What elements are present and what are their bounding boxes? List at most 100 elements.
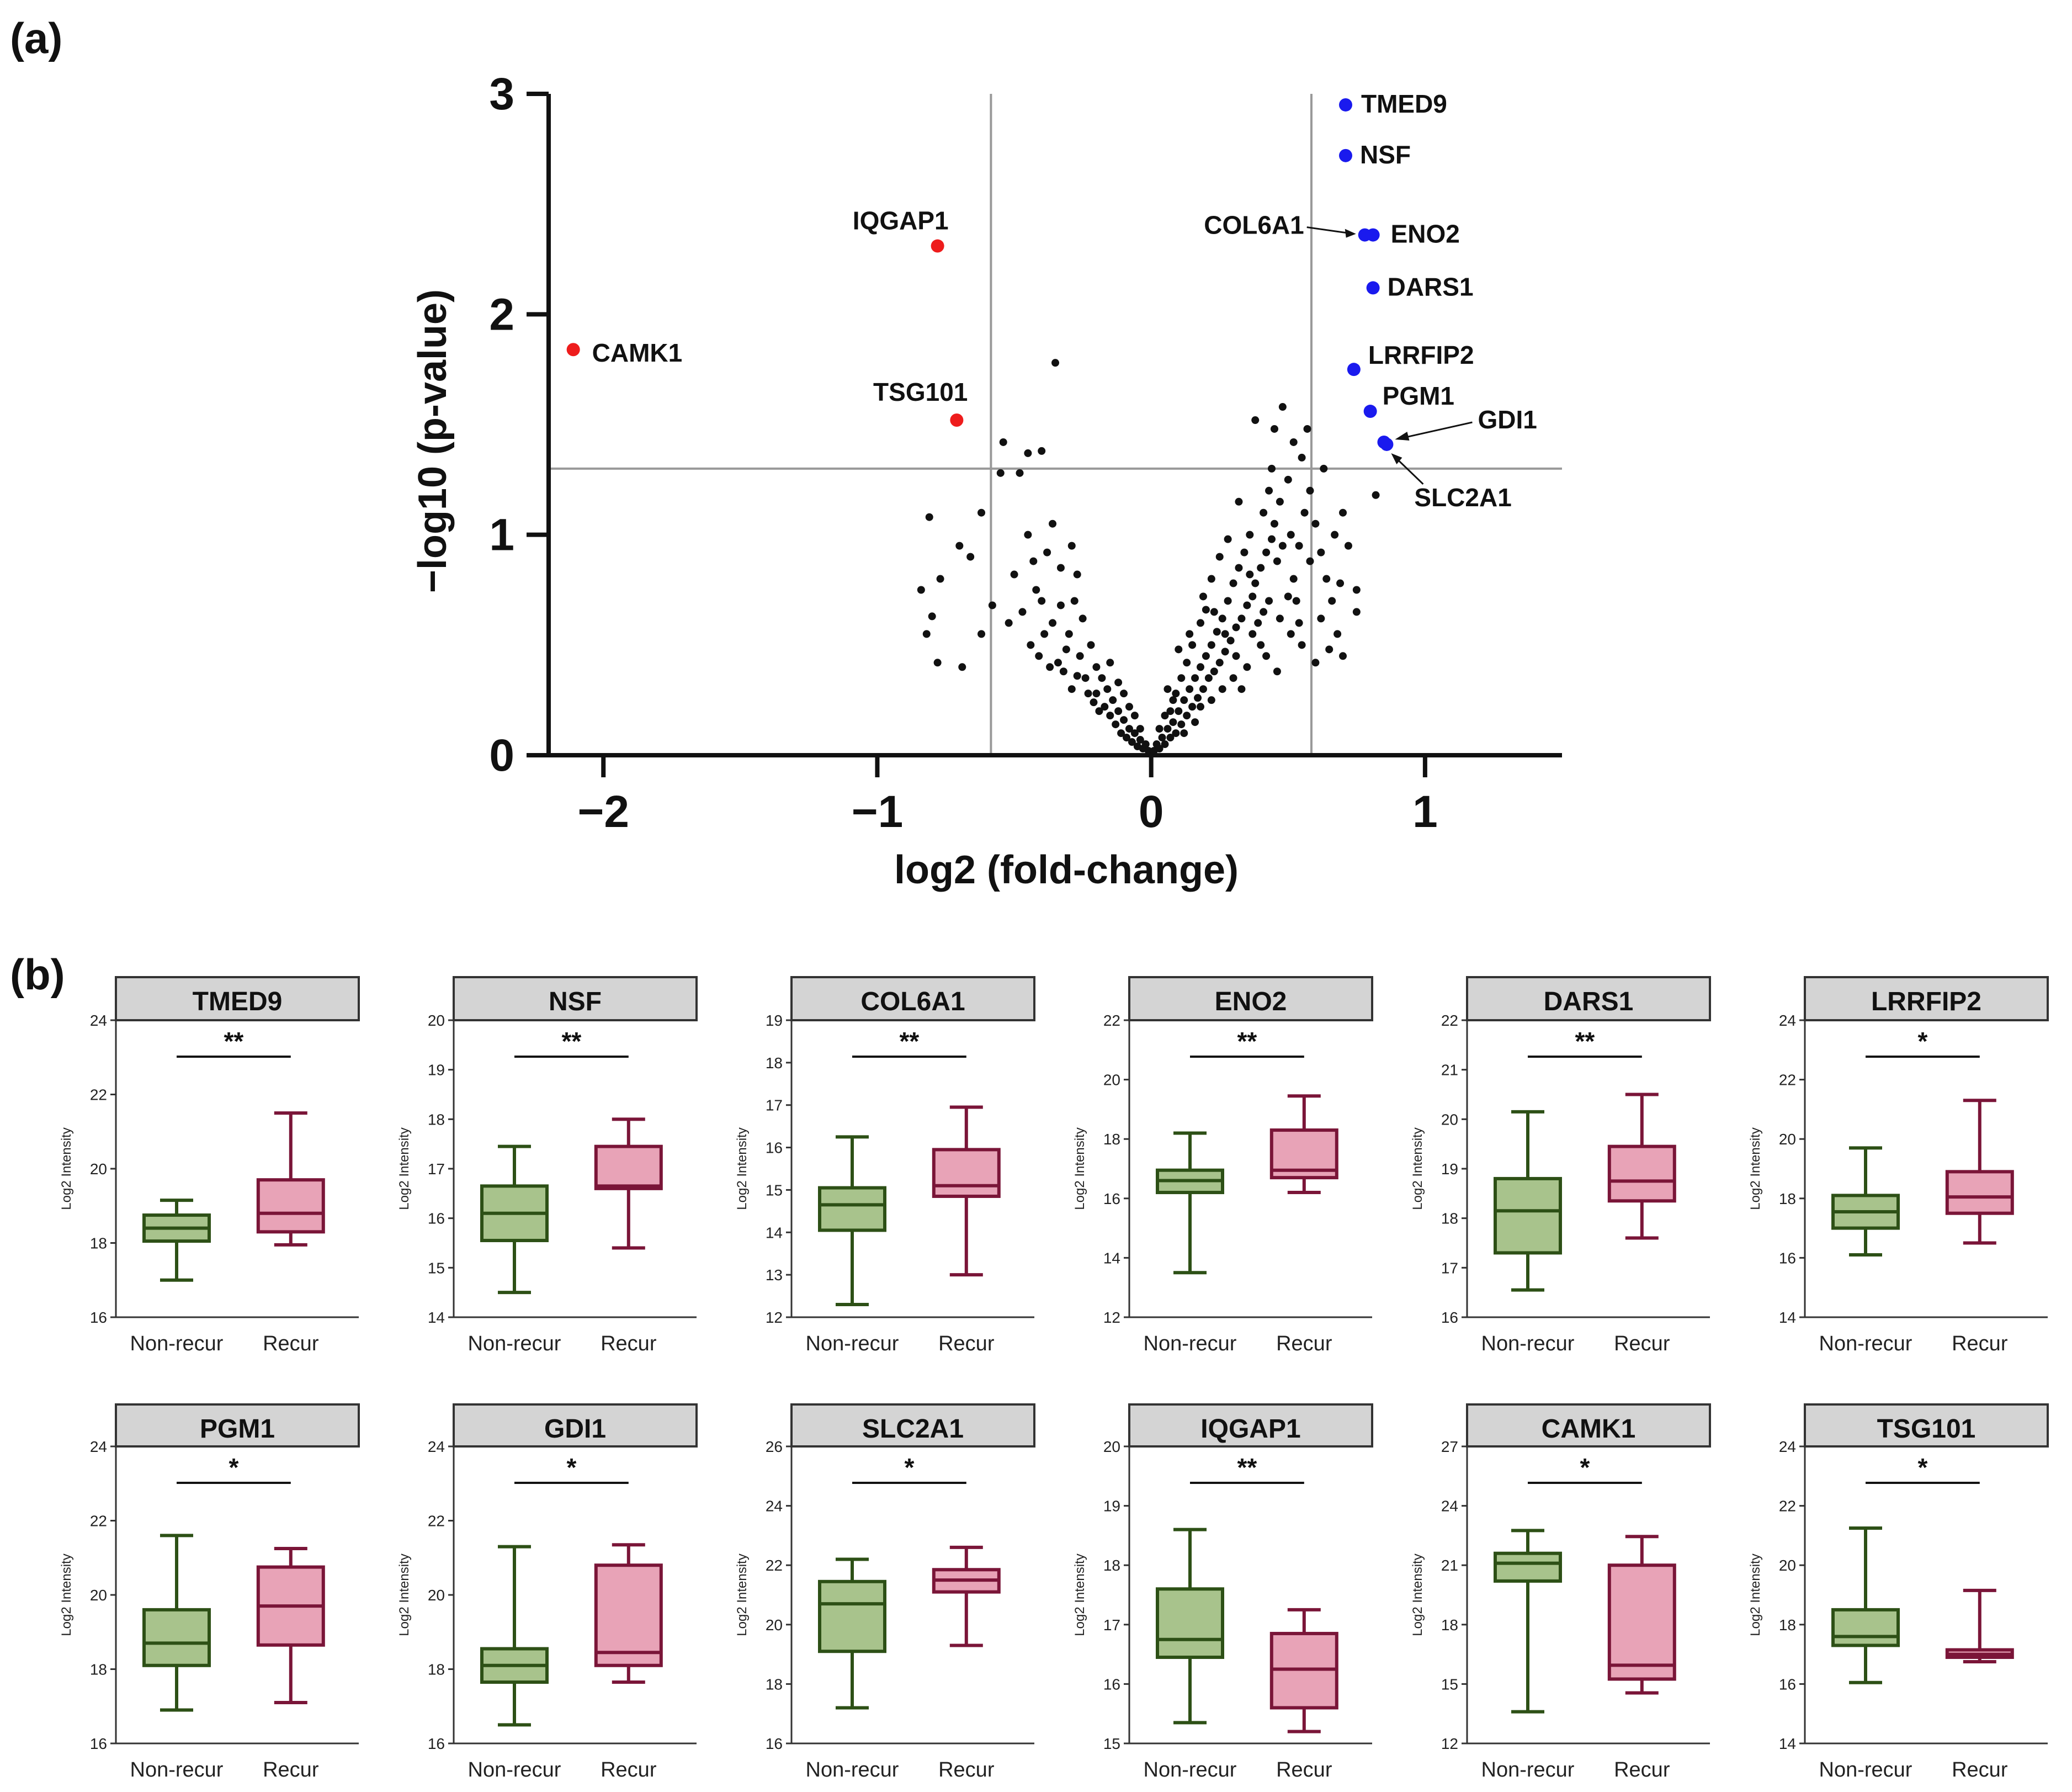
panel-header xyxy=(453,1403,698,1448)
y-tick-label: 24 xyxy=(1779,1012,1796,1029)
data-point xyxy=(1199,592,1207,601)
gene-label-pgm1: PGM1 xyxy=(1383,381,1454,410)
data-point xyxy=(1311,519,1320,528)
y-tick-label: 18 xyxy=(766,1054,783,1072)
data-point xyxy=(1016,469,1024,477)
arrow-gdi1 xyxy=(1398,421,1473,440)
data-point xyxy=(1024,531,1032,539)
x-category-label: Recur xyxy=(938,1758,995,1782)
y-axis-title: Log2 Intensity xyxy=(1410,1127,1425,1210)
highlight-point-camk1 xyxy=(566,343,580,357)
boxplot-panel-col6a1: COL6A1 12 13 14 15 16 17 18 19 Log2 Intensity Non-… xyxy=(735,976,1035,1355)
x-category-label: Recur xyxy=(1952,1332,2008,1355)
y-tick-label: 3 xyxy=(489,69,514,119)
box-nonrecur: Non-recur xyxy=(1819,1526,1912,1782)
data-point xyxy=(1352,586,1361,594)
iqr-box xyxy=(142,1608,211,1667)
box-nonrecur: Non-recur xyxy=(130,1534,224,1782)
panel-header xyxy=(115,1403,360,1448)
data-point xyxy=(1177,674,1186,682)
y-axis-title: Log2 Intensity xyxy=(1072,1554,1087,1636)
iqr-box xyxy=(818,1579,886,1653)
data-point xyxy=(1070,597,1078,605)
panel-header xyxy=(115,976,360,1021)
x-tick-label: 1 xyxy=(1412,787,1438,837)
y-tick-label: 18 xyxy=(1103,1131,1120,1148)
panel-header xyxy=(1128,976,1373,1021)
box-nonrecur: Non-recur xyxy=(1819,1146,1912,1355)
data-point xyxy=(1098,674,1106,682)
data-point xyxy=(1117,729,1125,738)
data-point xyxy=(1130,712,1139,720)
x-category-label: Recur xyxy=(1276,1332,1332,1355)
boxplot-panel-lrrfip2: LRRFIP2 14 16 18 20 22 24 Log2 Intensity Non-rec… xyxy=(1748,976,2049,1355)
y-tick-label: 20 xyxy=(1779,1557,1796,1574)
y-tick-label: 0 xyxy=(489,730,514,781)
iqr-box xyxy=(1607,1144,1676,1203)
data-point xyxy=(977,630,986,638)
data-point xyxy=(1218,685,1226,693)
y-tick-label: 19 xyxy=(428,1062,445,1079)
data-point xyxy=(1202,606,1210,614)
data-point xyxy=(1207,696,1215,704)
data-point xyxy=(1081,674,1090,682)
panel-header xyxy=(1128,1403,1373,1448)
highlight-point-tmed9 xyxy=(1338,98,1352,112)
y-tick-label: 17 xyxy=(1103,1616,1120,1634)
data-point xyxy=(1287,531,1295,539)
y-tick-label: 15 xyxy=(428,1259,445,1276)
x-axis-title: log2 (fold-change) xyxy=(894,848,1239,892)
iqr-box xyxy=(1494,1176,1562,1255)
y-tick-label: 16 xyxy=(428,1735,445,1752)
data-point xyxy=(1289,438,1298,446)
data-point xyxy=(1248,592,1257,601)
data-point xyxy=(1284,592,1292,601)
data-point xyxy=(1049,519,1057,528)
significance-stars: * xyxy=(904,1453,914,1482)
y-tick-label: 24 xyxy=(1779,1438,1796,1455)
y-tick-label: 24 xyxy=(428,1438,445,1455)
y-axis-title: −log10 (p-value) xyxy=(411,289,455,593)
data-point xyxy=(1136,725,1144,733)
data-point xyxy=(1144,747,1152,755)
data-point xyxy=(1246,570,1254,579)
data-point xyxy=(1251,416,1260,425)
x-category-label: Non-recur xyxy=(1481,1332,1575,1355)
data-point xyxy=(1059,667,1067,676)
significance-stars: * xyxy=(1917,1453,1927,1482)
data-point xyxy=(1344,542,1352,550)
y-tick-label: 22 xyxy=(1103,1012,1120,1029)
data-point xyxy=(1054,659,1062,667)
gene-label-lrrfip2: LRRFIP2 xyxy=(1368,341,1474,369)
data-point xyxy=(1120,690,1128,698)
data-point xyxy=(1248,630,1257,638)
data-point xyxy=(1295,619,1303,627)
data-point xyxy=(1322,575,1331,583)
significance-stars: ** xyxy=(899,1027,919,1056)
data-point xyxy=(1224,535,1232,543)
data-point xyxy=(1232,623,1240,632)
y-tick-label: 16 xyxy=(1441,1309,1458,1326)
iqr-box xyxy=(594,1144,663,1190)
y-tick-label: 16 xyxy=(1103,1676,1120,1693)
data-point xyxy=(1289,575,1298,583)
data-point xyxy=(1038,447,1046,455)
box-nonrecur: Non-recur xyxy=(1481,1110,1575,1355)
data-point xyxy=(1056,601,1065,609)
data-point xyxy=(1163,685,1172,693)
data-point xyxy=(1331,531,1339,539)
data-point xyxy=(1194,694,1202,702)
significance-stars: ** xyxy=(561,1027,581,1056)
data-point xyxy=(1092,663,1101,671)
arrowhead-col6a1 xyxy=(1345,229,1356,238)
y-tick-label: 22 xyxy=(1779,1072,1796,1089)
data-point xyxy=(1095,707,1103,715)
arrowhead-gdi1 xyxy=(1395,431,1410,441)
y-tick-label: 14 xyxy=(1103,1249,1120,1266)
data-point xyxy=(1221,630,1229,638)
panel-title: DARS1 xyxy=(1544,987,1634,1016)
data-point xyxy=(1311,659,1320,667)
boxplot-panel-pgm1: PGM1 16 18 20 22 24 Log2 Intensity Non-recur Rec… xyxy=(59,1403,360,1782)
y-tick-label: 16 xyxy=(1779,1249,1796,1266)
data-point xyxy=(1183,659,1191,667)
